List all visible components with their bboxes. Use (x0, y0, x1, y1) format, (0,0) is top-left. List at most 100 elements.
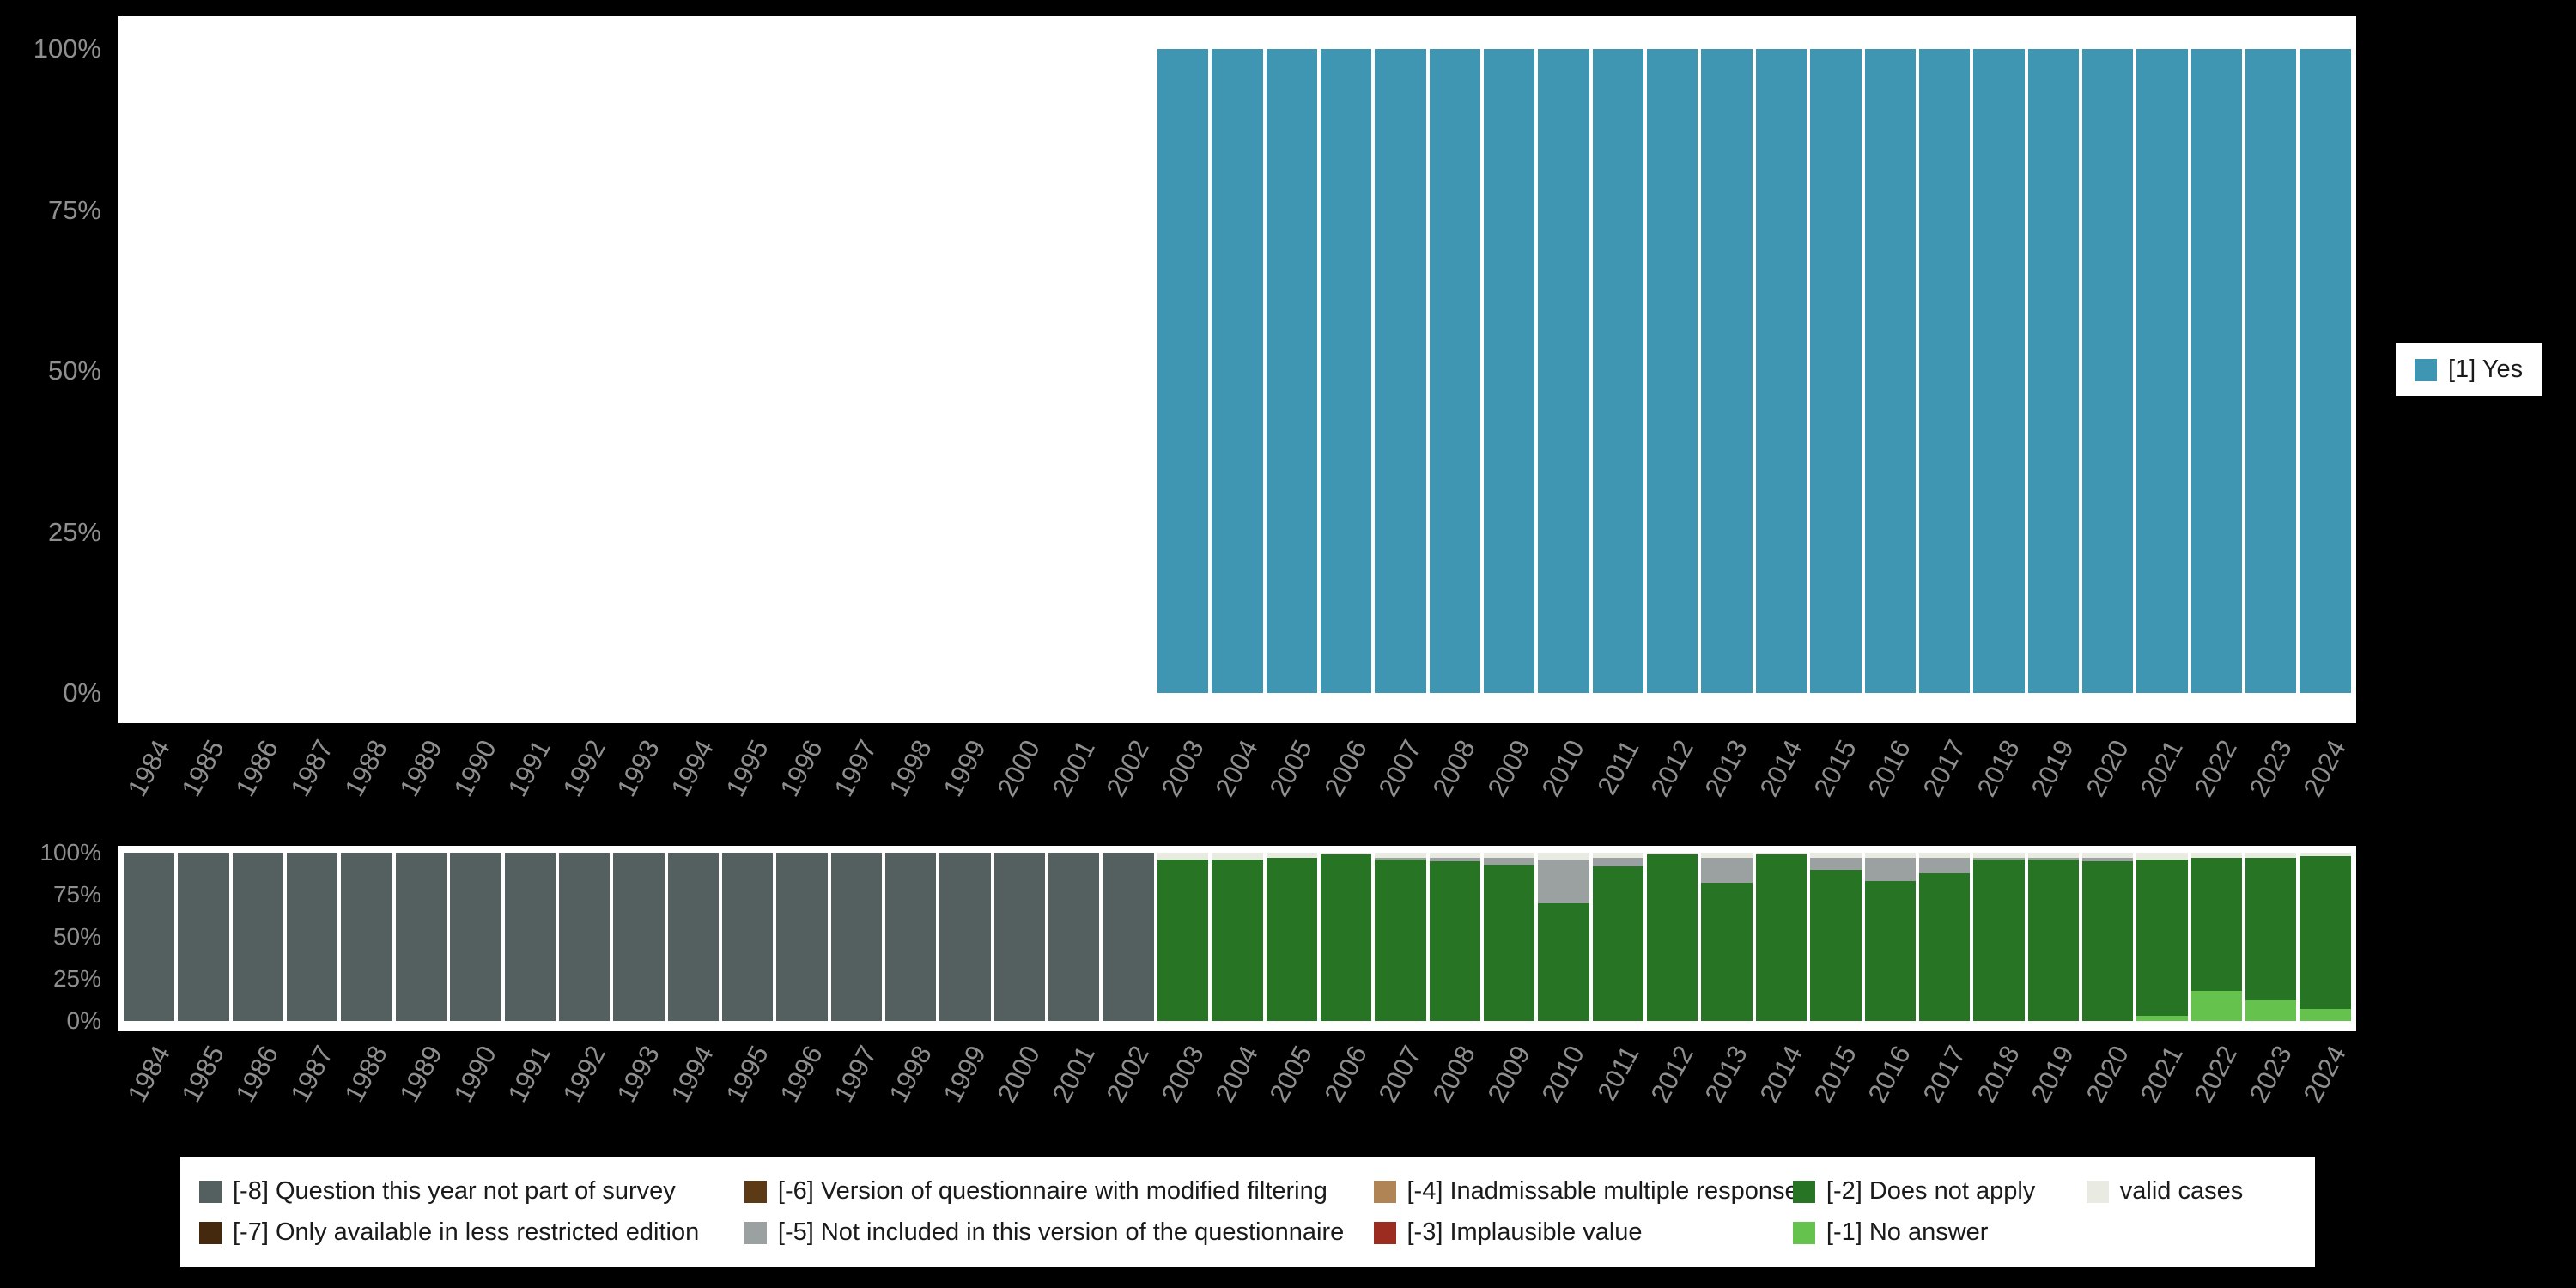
bar-2001 (1048, 853, 1100, 1021)
x-tick: 1988 (339, 1036, 393, 1145)
x-tick-label: 1991 (501, 1041, 557, 1108)
bar-segment (2136, 859, 2188, 1017)
bar-2008 (1429, 853, 1480, 1021)
x-tick: 1995 (720, 1036, 775, 1145)
bar-segment (2300, 853, 2351, 856)
bar-segment (1048, 853, 1100, 1021)
x-tick: 2007 (1373, 1036, 1427, 1145)
bar-1992 (558, 853, 611, 1021)
x-tick-label: 2013 (1698, 1041, 1754, 1108)
bar-1991 (505, 49, 556, 693)
x-tick-label: 1985 (175, 735, 230, 802)
bar-segment (1103, 853, 1154, 1021)
x-tick: 1997 (829, 730, 883, 840)
x-tick-label: 2020 (2080, 1041, 2135, 1108)
bar-1989 (396, 49, 447, 693)
x-tick-label: 2001 (1046, 735, 1101, 802)
bar-segment (1973, 857, 2025, 860)
bar-segment (776, 853, 828, 1021)
x-tick: 2011 (1591, 1036, 1644, 1145)
legend-color-swatch (2415, 358, 2437, 381)
bar-2021 (2136, 49, 2188, 693)
bar-segment (2245, 49, 2297, 693)
bar-segment (1592, 857, 1644, 866)
x-tick-label: 2017 (1917, 735, 1971, 802)
bar-segment (830, 853, 883, 1021)
x-tick: 1994 (665, 730, 720, 840)
x-tick: 2021 (2134, 1036, 2189, 1145)
bar-1995 (721, 853, 774, 1021)
bar-2009 (1483, 49, 1535, 693)
x-tick-label: 2022 (2188, 735, 2244, 802)
x-tick-label: 1988 (338, 735, 394, 802)
x-tick-label: 2009 (1481, 735, 1536, 802)
x-tick: 2020 (2080, 1036, 2135, 1145)
x-tick-label: 1995 (720, 1041, 775, 1108)
bar-2017 (1918, 49, 1971, 693)
x-tick: 2000 (992, 1036, 1046, 1145)
x-tick-label: 2018 (1971, 735, 2026, 802)
x-tick: 2008 (1427, 1036, 1481, 1145)
bar-segment (1592, 866, 1644, 1021)
bar-2007 (1375, 853, 1426, 1021)
x-tick: 2001 (1046, 730, 1101, 840)
legend-color-swatch (1373, 1221, 1396, 1244)
x-tick: 1987 (284, 730, 338, 840)
bar-segment (1266, 49, 1317, 693)
bar-2012 (1647, 49, 1698, 693)
x-tick: 2011 (1591, 730, 1644, 840)
bar-segment (1483, 864, 1535, 1021)
x-tick-label: 1992 (556, 735, 611, 802)
legend-color-swatch (1373, 1180, 1396, 1203)
bar-2005 (1266, 49, 1317, 693)
x-tick: 2023 (2243, 730, 2297, 840)
x-tick-label: 2022 (2188, 1041, 2244, 1108)
x-tick-label: 1995 (720, 735, 775, 802)
x-tick-label: 2005 (1263, 1041, 1319, 1108)
bar-segment (1429, 49, 1480, 693)
x-tick-label: 1993 (611, 735, 665, 802)
x-tick: 2001 (1046, 1036, 1101, 1145)
x-tick-label: 1997 (828, 1041, 884, 1108)
x-tick: 2015 (1807, 730, 1862, 840)
x-tick: 1984 (121, 1036, 175, 1145)
x-tick-label: 2001 (1046, 1041, 1101, 1108)
bar-1991 (504, 853, 556, 1021)
legend-color-swatch (1792, 1221, 1815, 1244)
x-tick-label: 2021 (2134, 1041, 2189, 1108)
missings-chart-legend: [-8] Question this year not part of surv… (180, 1157, 2315, 1267)
x-tick: 2016 (1862, 1036, 1917, 1145)
bar-segment (2190, 49, 2243, 693)
bar-segment (1266, 857, 1317, 1021)
values-chart-bars (122, 49, 2353, 693)
bar-segment (1538, 49, 1589, 693)
bar-segment (2245, 853, 2297, 858)
bar-segment (1701, 853, 1753, 858)
x-tick: 1990 (447, 1036, 501, 1145)
legend-color-swatch (1792, 1180, 1815, 1203)
x-tick: 1985 (175, 730, 230, 840)
bar-segment (2136, 49, 2188, 693)
x-tick: 1998 (883, 730, 937, 840)
bar-1996 (776, 49, 827, 693)
x-tick-label: 1985 (175, 1041, 230, 1108)
x-tick: 1997 (828, 1036, 884, 1145)
legend-item: [-7] Only available in less restricted e… (199, 1218, 744, 1247)
bar-segment (1647, 49, 1698, 693)
x-tick-label: 1993 (611, 1041, 665, 1108)
y-tick-label: 0% (66, 1007, 101, 1034)
bar-2003 (1157, 49, 1209, 693)
legend-item: valid cases (2086, 1177, 2296, 1206)
bar-2016 (1864, 853, 1916, 1021)
x-tick-label: 2018 (1971, 1041, 2026, 1108)
x-tick: 1984 (121, 730, 175, 840)
y-tick-label: 100% (33, 33, 101, 64)
bar-2006 (1320, 49, 1372, 693)
x-tick: 2004 (1209, 730, 1263, 840)
legend-item: [-3] Implausible value (1373, 1218, 1793, 1247)
x-tick-label: 2012 (1644, 1041, 1699, 1108)
legend-color-swatch (744, 1221, 767, 1244)
x-tick: 2015 (1807, 1036, 1862, 1145)
x-tick: 2004 (1209, 1036, 1263, 1145)
x-tick: 2020 (2080, 730, 2134, 840)
